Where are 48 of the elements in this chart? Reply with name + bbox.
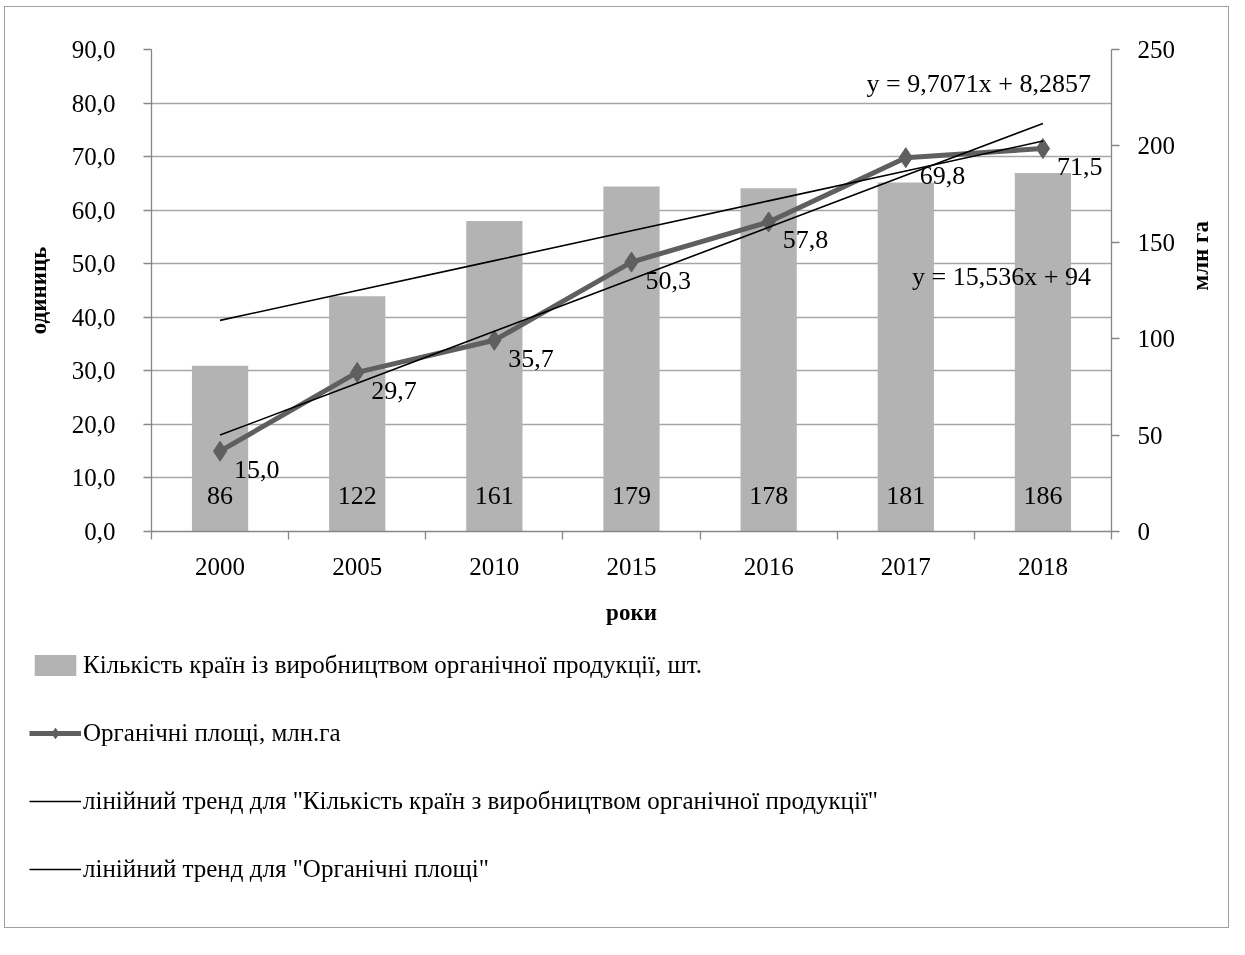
data-label: 71,5: [1056, 152, 1103, 182]
data-label: 35,7: [508, 343, 554, 373]
x-tick-label: 2018: [1017, 552, 1068, 580]
data-label: 181: [886, 480, 926, 510]
y-tick-label: 40,0: [71, 303, 116, 331]
data-label: 86: [207, 480, 234, 510]
annotation: y = 15,536x + 94: [912, 261, 1091, 291]
data-label: 57,8: [782, 225, 829, 255]
data-label: 122: [337, 480, 377, 510]
y2-tick-label: 250: [1137, 36, 1175, 63]
legend-label: Кількість країн із виробництвом органічної продукції, шт.: [83, 651, 703, 679]
x-tick-label: 2015: [606, 552, 657, 580]
point: [212, 440, 228, 462]
data-label: 179: [612, 480, 651, 510]
x-tick-label: 2017: [880, 552, 931, 580]
data-label: 186: [1023, 480, 1063, 510]
y-tick-label: 30,0: [71, 357, 116, 385]
y-tick-label: 50,0: [71, 250, 116, 278]
data-label: 50,3: [645, 265, 691, 295]
data-label: 161: [474, 480, 514, 510]
y-tick-label: 90,0: [71, 36, 116, 63]
y2-tick-label: 100: [1137, 325, 1175, 353]
y-tick-label: 60,0: [71, 196, 116, 224]
x-tick-label: 2005: [332, 552, 383, 580]
y-tick-label: 20,0: [71, 410, 116, 438]
x-axis-title: роки: [606, 599, 657, 625]
legend-label: лінійний тренд для "Кількість країн з виробництвом органічної продукції": [83, 787, 879, 815]
data-label: 69,8: [919, 161, 966, 191]
point: [1035, 138, 1051, 160]
y2-tick-label: 0: [1137, 518, 1150, 545]
legend-label: Органічні площі, млн.га: [83, 719, 341, 747]
y-tick-label: 0,0: [84, 518, 116, 545]
data-label: 178: [749, 480, 789, 510]
data-label: 15,0: [234, 454, 280, 484]
y-tick-label: 80,0: [71, 89, 116, 117]
x-tick-label: 2016: [743, 552, 794, 580]
y2-axis-title: млн га: [1187, 220, 1213, 291]
data-label: 29,7: [371, 375, 417, 405]
annotation: y = 9,7071x + 8,2857: [866, 68, 1091, 98]
y-tick-label: 70,0: [71, 143, 116, 171]
x-tick-label: 2000: [195, 552, 246, 580]
y2-tick-label: 150: [1137, 228, 1175, 256]
y-tick-label: 10,0: [71, 464, 116, 492]
y-axis-title: одиниць: [25, 246, 51, 335]
legend-label: лінійний тренд для "Органічні площі": [83, 855, 489, 883]
y2-tick-label: 200: [1137, 132, 1175, 160]
y2-tick-label: 50: [1137, 421, 1163, 449]
x-tick-label: 2010: [469, 552, 520, 580]
